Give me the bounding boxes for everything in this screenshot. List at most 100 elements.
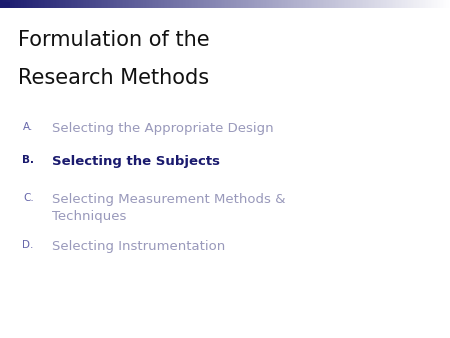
Bar xyxy=(284,0,285,8)
Bar xyxy=(46,0,49,8)
Bar xyxy=(132,0,134,8)
Bar xyxy=(438,0,440,8)
Bar xyxy=(243,0,245,8)
Bar xyxy=(433,0,436,8)
Bar xyxy=(140,0,141,8)
Bar xyxy=(233,0,234,8)
Bar xyxy=(378,0,380,8)
Bar xyxy=(207,0,209,8)
Bar xyxy=(171,0,173,8)
Bar xyxy=(406,0,409,8)
Bar xyxy=(109,0,112,8)
Bar xyxy=(441,0,443,8)
Bar xyxy=(136,0,139,8)
Bar xyxy=(91,0,94,8)
Bar xyxy=(324,0,326,8)
Bar xyxy=(135,0,137,8)
Bar xyxy=(212,0,213,8)
Bar xyxy=(435,0,437,8)
Bar xyxy=(262,0,265,8)
Bar xyxy=(315,0,317,8)
Bar xyxy=(260,0,261,8)
Bar xyxy=(402,0,404,8)
Bar xyxy=(298,0,301,8)
Bar xyxy=(89,0,90,8)
Bar xyxy=(48,0,50,8)
Bar xyxy=(418,0,420,8)
Bar xyxy=(57,0,59,8)
Bar xyxy=(199,0,202,8)
Bar xyxy=(279,0,281,8)
Bar xyxy=(369,0,371,8)
Bar xyxy=(19,0,22,8)
Bar xyxy=(244,0,247,8)
Bar xyxy=(201,0,203,8)
Text: Research Methods: Research Methods xyxy=(18,68,209,88)
Bar xyxy=(39,0,41,8)
Bar xyxy=(54,0,56,8)
Bar xyxy=(189,0,191,8)
Bar xyxy=(138,0,140,8)
Bar xyxy=(152,0,153,8)
Bar xyxy=(343,0,346,8)
Bar xyxy=(240,0,242,8)
Bar xyxy=(51,0,53,8)
Bar xyxy=(176,0,177,8)
Bar xyxy=(278,0,279,8)
Bar xyxy=(50,0,51,8)
Bar xyxy=(357,0,359,8)
Bar xyxy=(374,0,375,8)
Bar xyxy=(307,0,310,8)
Bar xyxy=(6,0,8,8)
Bar xyxy=(111,0,113,8)
Bar xyxy=(183,0,185,8)
Bar xyxy=(177,0,179,8)
Text: Selecting Measurement Methods &
Techniques: Selecting Measurement Methods & Techniqu… xyxy=(52,193,285,223)
Bar xyxy=(360,0,362,8)
Bar xyxy=(226,0,229,8)
Bar xyxy=(76,0,78,8)
Bar xyxy=(255,0,257,8)
Bar xyxy=(405,0,407,8)
Bar xyxy=(225,0,227,8)
Bar xyxy=(36,0,38,8)
Bar xyxy=(408,0,410,8)
Bar xyxy=(114,0,116,8)
Bar xyxy=(444,0,446,8)
Bar xyxy=(198,0,200,8)
Bar xyxy=(144,0,146,8)
Bar xyxy=(219,0,221,8)
Bar xyxy=(356,0,357,8)
Bar xyxy=(55,0,58,8)
Bar xyxy=(393,0,395,8)
Bar xyxy=(105,0,107,8)
Bar xyxy=(37,0,40,8)
Bar xyxy=(388,0,391,8)
Bar xyxy=(332,0,333,8)
Bar xyxy=(368,0,369,8)
Bar xyxy=(375,0,377,8)
Bar xyxy=(184,0,186,8)
Bar xyxy=(58,0,60,8)
Bar xyxy=(297,0,299,8)
Bar xyxy=(96,0,98,8)
Bar xyxy=(64,0,67,8)
Bar xyxy=(370,0,373,8)
Bar xyxy=(323,0,324,8)
Bar xyxy=(330,0,332,8)
Bar xyxy=(120,0,122,8)
Text: Selecting Instrumentation: Selecting Instrumentation xyxy=(52,240,225,253)
Bar xyxy=(273,0,275,8)
Bar xyxy=(234,0,236,8)
Bar xyxy=(291,0,293,8)
Bar xyxy=(222,0,224,8)
Bar xyxy=(172,0,175,8)
Bar xyxy=(384,0,386,8)
Bar xyxy=(60,0,62,8)
Bar xyxy=(117,0,119,8)
Bar xyxy=(73,0,76,8)
Bar xyxy=(397,0,400,8)
Bar xyxy=(3,0,5,8)
Text: B.: B. xyxy=(22,155,34,166)
Bar xyxy=(107,0,108,8)
